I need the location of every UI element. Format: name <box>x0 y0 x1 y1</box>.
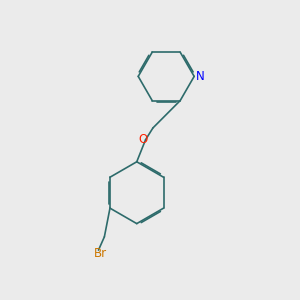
Text: Br: Br <box>93 247 106 260</box>
Text: O: O <box>139 133 148 146</box>
Text: N: N <box>196 70 205 83</box>
